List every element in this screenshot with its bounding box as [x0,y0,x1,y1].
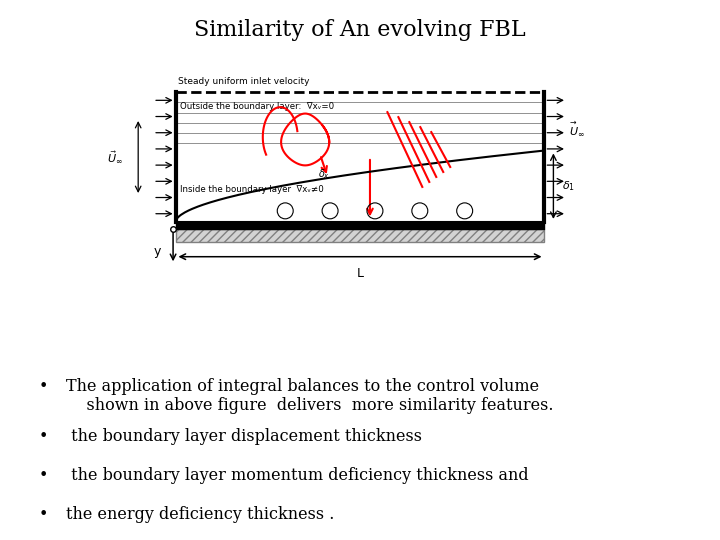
Text: Outside the boundary layer:  ∇xᵥ=0: Outside the boundary layer: ∇xᵥ=0 [179,102,333,111]
Text: $\overset{\rightarrow}{U}_{\infty}$: $\overset{\rightarrow}{U}_{\infty}$ [568,119,585,138]
Text: L: L [356,267,364,280]
Text: the boundary layer momentum deficiency thickness and: the boundary layer momentum deficiency t… [66,467,528,484]
Text: •: • [39,428,48,444]
Text: The application of integral balances to the control volume
    shown in above fi: The application of integral balances to … [66,378,554,414]
Text: Inside the boundary layer  ∇xᵥ≠0: Inside the boundary layer ∇xᵥ≠0 [179,185,323,194]
Text: Steady uniform inlet velocity: Steady uniform inlet velocity [178,77,310,86]
Text: •: • [39,467,48,484]
Text: •: • [39,506,48,523]
Text: Similarity of An evolving FBL: Similarity of An evolving FBL [194,19,526,41]
Text: x: x [238,223,246,236]
Text: $\delta_1$: $\delta_1$ [562,179,575,193]
Bar [176,230,544,242]
Text: •: • [39,378,48,395]
Text: $\vec{U}_{\infty}$: $\vec{U}_{\infty}$ [107,149,123,165]
Text: $\delta_x$: $\delta_x$ [318,167,330,181]
Text: y: y [153,245,161,258]
Text: the energy deficiency thickness .: the energy deficiency thickness . [66,506,334,523]
Text: the boundary layer displacement thickness: the boundary layer displacement thicknes… [66,428,422,444]
